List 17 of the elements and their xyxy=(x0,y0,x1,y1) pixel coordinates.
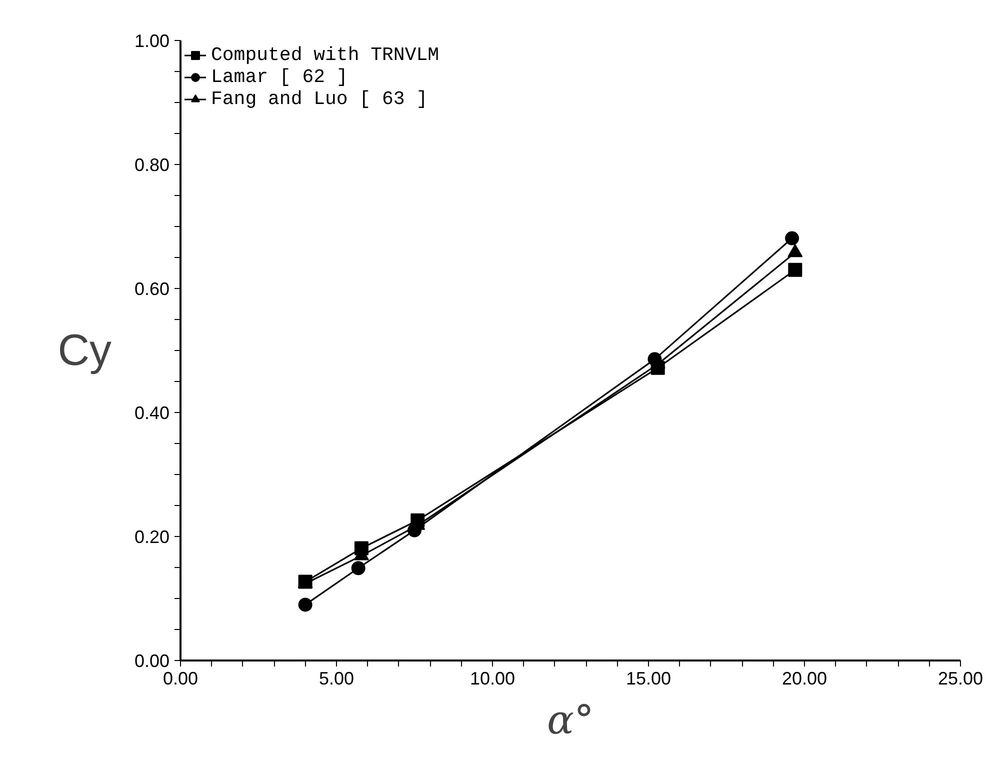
y-tick-label: 0.60 xyxy=(134,279,170,299)
x-tick-label: 0.00 xyxy=(162,668,198,688)
y-tick-label: 0.00 xyxy=(134,651,170,671)
y-tick-label: 0.40 xyxy=(134,403,170,423)
legend-label: Computed with TRNVLM xyxy=(211,44,440,66)
x-tick-label: 5.00 xyxy=(318,668,354,688)
x-tick-label: 10.00 xyxy=(470,668,516,688)
legend-label: Lamar [ 62 ] xyxy=(211,66,348,88)
y-axis-title: Cy xyxy=(58,326,112,375)
x-tick-label: 15.00 xyxy=(626,668,672,688)
y-tick-label: 1.00 xyxy=(134,31,170,51)
x-tick-label: 25.00 xyxy=(938,668,984,688)
x-tick-label: 20.00 xyxy=(782,668,828,688)
y-tick-label: 0.80 xyxy=(134,155,170,175)
legend-label: Fang and Luo [ 63 ] xyxy=(211,88,428,110)
y-tick-label: 0.20 xyxy=(134,527,170,547)
x-axis-title: α° xyxy=(546,698,594,744)
